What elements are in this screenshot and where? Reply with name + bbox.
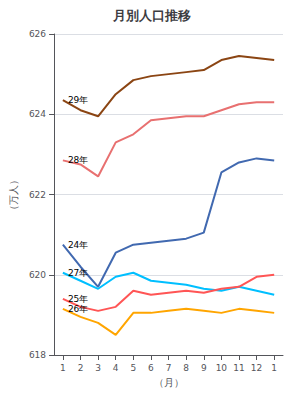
svg-text:（月）: （月） [154, 377, 184, 388]
svg-text:（万人）: （万人） [8, 175, 19, 215]
svg-text:3: 3 [95, 363, 101, 373]
svg-text:月別人口推移: 月別人口推移 [112, 8, 191, 23]
svg-text:29年: 29年 [68, 95, 88, 105]
svg-text:620: 620 [29, 270, 46, 280]
svg-text:27年: 27年 [68, 268, 88, 278]
svg-text:28年: 28年 [68, 155, 88, 165]
svg-text:6: 6 [148, 363, 154, 373]
svg-text:11: 11 [233, 363, 244, 373]
svg-text:624: 624 [29, 109, 46, 119]
svg-text:1: 1 [60, 363, 66, 373]
svg-text:5: 5 [130, 363, 136, 373]
svg-text:8: 8 [183, 363, 189, 373]
svg-text:2: 2 [78, 363, 84, 373]
svg-text:7: 7 [166, 363, 172, 373]
svg-text:626: 626 [29, 29, 46, 39]
svg-text:25年: 25年 [68, 294, 88, 304]
svg-text:26年: 26年 [68, 304, 88, 314]
svg-text:24年: 24年 [68, 240, 88, 250]
svg-text:618: 618 [29, 350, 46, 360]
svg-text:4: 4 [113, 363, 119, 373]
svg-text:10: 10 [216, 363, 228, 373]
svg-text:12: 12 [251, 363, 262, 373]
svg-text:622: 622 [29, 190, 46, 200]
svg-text:1: 1 [271, 363, 277, 373]
svg-text:9: 9 [201, 363, 207, 373]
